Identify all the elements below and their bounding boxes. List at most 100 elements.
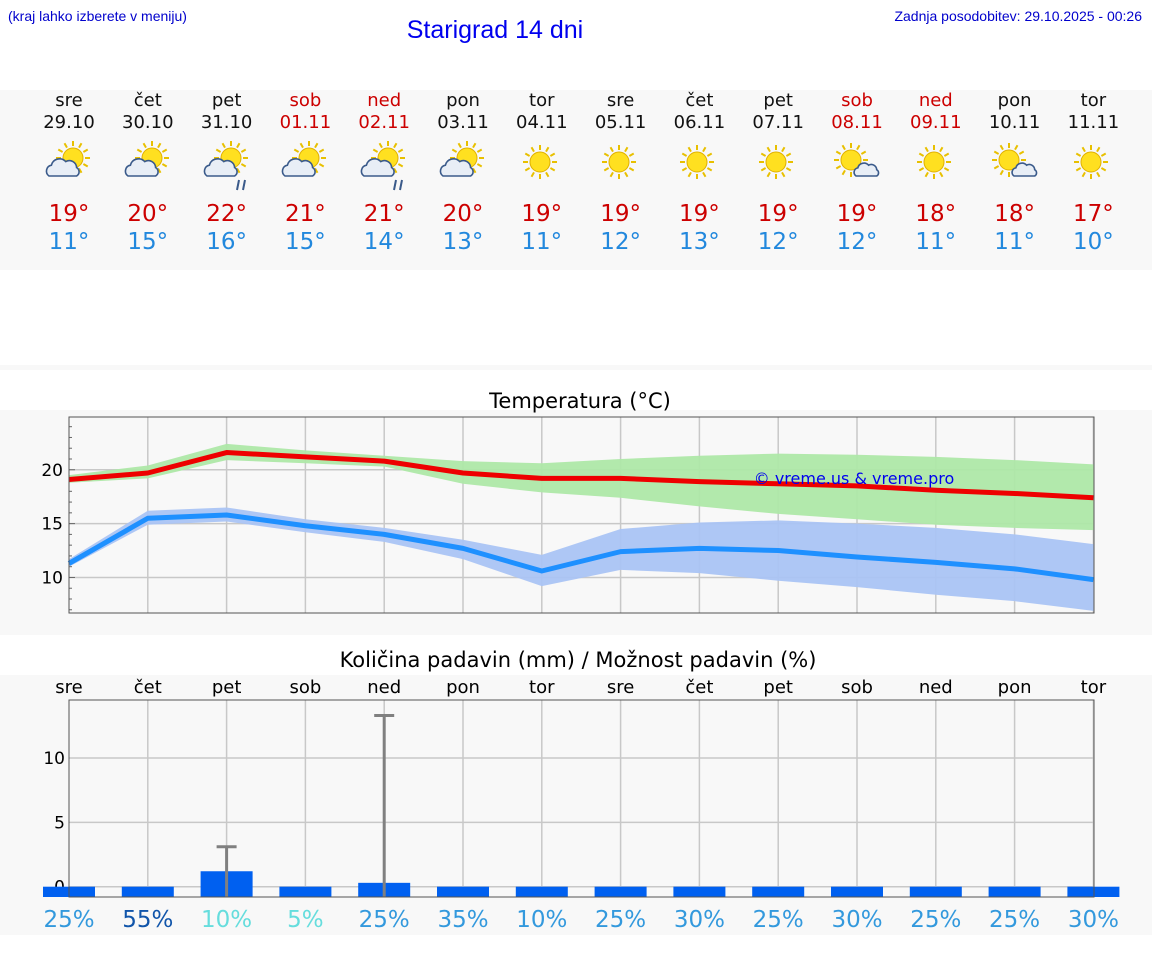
day-name: čet (685, 90, 714, 111)
day-date: 31.10 (200, 112, 253, 133)
precip-probability: 25% (910, 907, 961, 933)
temp-max: 19° (757, 201, 799, 227)
day-column: tor 11.11 17° 10° (1053, 90, 1133, 256)
sun-cloud-rain-icon (360, 141, 406, 191)
day-date: 03.11 (437, 112, 489, 133)
day-name: čet (133, 90, 162, 111)
day-column: tor 04.11 19° 11° (502, 90, 582, 256)
page-title: Starigrad 14 dni (406, 16, 584, 44)
day-name: sre (606, 90, 635, 111)
series-line-min (67, 512, 1094, 583)
day-column: sre 05.11 19° 12° (581, 90, 661, 256)
category-label: čet (685, 677, 713, 698)
precip-bar (673, 886, 726, 897)
precip-bar (437, 886, 489, 897)
temp-min: 11° (994, 229, 1035, 255)
day-name: ned (918, 90, 953, 111)
category-label: čet (134, 677, 162, 698)
temp-min: 15° (127, 229, 169, 255)
category-label: ned (367, 677, 401, 698)
y-tick-label: 15 (41, 515, 63, 535)
precip-probability: 25% (359, 907, 410, 933)
day-date: 05.11 (594, 112, 647, 133)
sun-icon (522, 145, 557, 179)
series-line-max (68, 450, 1094, 501)
category-label: sob (841, 677, 873, 698)
category-label: sre (55, 677, 82, 698)
temp-max: 21° (363, 201, 405, 227)
precip-bar (515, 886, 568, 897)
category-label: sob (289, 677, 321, 698)
day-name: ned (367, 90, 402, 111)
day-column: čet 06.11 19° 13° (659, 90, 739, 256)
forecast-band (0, 90, 1152, 270)
precip-probability: 30% (831, 907, 882, 933)
precip-bar (594, 886, 647, 897)
sun-cloud-icon (282, 141, 327, 177)
category-label: tor (529, 677, 555, 698)
day-column: pet 31.10 22° 16° (187, 90, 267, 256)
temp-min: 11° (915, 229, 957, 255)
sun-small-cloud-icon (834, 143, 880, 177)
plot-area (69, 700, 1094, 897)
temp-min: 15° (285, 229, 326, 255)
day-column: ned 09.11 18° 11° (896, 90, 976, 256)
day-name: pet (763, 90, 793, 111)
temp-min: 10° (1073, 229, 1114, 255)
last-updated: Zadnja posodobitev: 29.10.2025 - 00:26 (894, 8, 1142, 24)
chart-title: Temperatura (°C) (488, 389, 671, 413)
temp-max: 20° (127, 201, 169, 227)
day-date: 08.11 (831, 112, 883, 133)
chart-title: Količina padavin (mm) / Možnost padavin … (340, 648, 817, 672)
day-date: 09.11 (910, 112, 962, 133)
y-tick-label: 20 (41, 461, 63, 481)
day-date: 29.10 (43, 112, 95, 133)
temp-min: 12° (836, 229, 878, 255)
precip-probability: 35% (437, 907, 488, 933)
precip-bar (909, 886, 962, 897)
category-label: sre (607, 677, 634, 698)
temp-max: 19° (521, 201, 563, 227)
temp-max: 19° (836, 201, 878, 227)
sun-icon (916, 145, 951, 179)
category-label: ned (919, 677, 953, 698)
y-tick-label: 10 (41, 568, 63, 588)
temp-min: 11° (521, 229, 563, 255)
separator-band (0, 365, 1152, 370)
category-label: pon (446, 677, 480, 698)
y-tick-label: 5 (54, 813, 65, 833)
precip-bar (1067, 886, 1120, 897)
day-name: pon (997, 90, 1032, 111)
day-column: pon 03.11 20° 13° (423, 90, 503, 256)
temp-max: 19° (48, 201, 90, 227)
precip-probability: 25% (989, 907, 1040, 933)
range-band-max (69, 443, 1094, 531)
precip-probability: 10% (201, 907, 252, 933)
day-date: 30.10 (122, 112, 174, 133)
precip-probability: 10% (516, 907, 567, 933)
day-name: sre (55, 90, 83, 111)
sun-cloud-icon (439, 141, 484, 177)
temp-min: 13° (442, 229, 484, 255)
location-hint: (kraj lahko izberete v meniju) (8, 8, 187, 24)
day-column: pet 07.11 19° 12° (738, 90, 818, 256)
day-column: čet 30.10 20° 15° (108, 90, 188, 256)
day-date: 10.11 (988, 112, 1041, 133)
day-date: 02.11 (358, 112, 410, 133)
temp-min: 11° (48, 229, 90, 255)
day-date: 07.11 (752, 112, 804, 133)
precip-probability: 30% (1068, 907, 1119, 933)
category-label: pon (998, 677, 1032, 698)
temp-min: 14° (363, 229, 405, 255)
precip-bar (279, 886, 332, 897)
sun-cloud-icon (45, 141, 90, 177)
day-name: sob (841, 90, 873, 111)
day-column: sob 08.11 19° 12° (817, 90, 897, 256)
precipitation-chart: Količina padavin (mm) / Možnost padavin … (43, 648, 1120, 933)
precip-bar (988, 886, 1041, 897)
temp-min: 16° (206, 229, 247, 255)
precip-probability: 25% (43, 907, 94, 933)
precip-bar (121, 886, 174, 897)
temp-max: 20° (442, 201, 484, 227)
y-tick-label: 10 (43, 749, 65, 769)
